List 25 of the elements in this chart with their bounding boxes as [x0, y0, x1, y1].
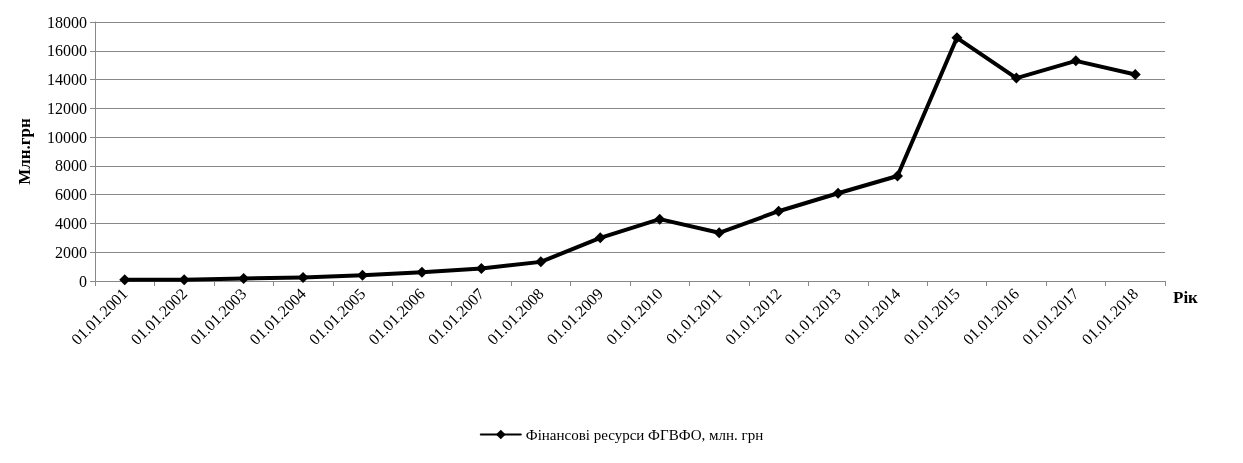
- point: [1070, 55, 1082, 67]
- point: [594, 232, 606, 244]
- y-tick-label: 18000: [47, 13, 87, 31]
- y-tick-label: 16000: [47, 42, 87, 60]
- y-tick-label: 2000: [55, 243, 87, 261]
- y-tick-label: 14000: [47, 71, 87, 89]
- point: [773, 205, 785, 217]
- y-tick-label: 0: [79, 272, 87, 290]
- point: [1129, 69, 1141, 81]
- y-tick-label: 8000: [55, 157, 87, 175]
- x-axis-title: Рік: [1173, 288, 1199, 307]
- legend-label: Фінансові ресурси ФГВФО, млн. грн: [525, 426, 764, 443]
- point: [951, 32, 963, 44]
- point: [1010, 72, 1022, 84]
- point: [654, 213, 666, 225]
- point: [713, 227, 725, 239]
- y-tick-label: 4000: [55, 214, 87, 232]
- point: [535, 256, 547, 268]
- y-tick-label: 12000: [47, 99, 87, 117]
- y-axis-title: Млн.грн: [15, 118, 34, 185]
- point: [892, 170, 903, 182]
- point: [832, 187, 844, 199]
- point: [357, 269, 368, 281]
- y-tick-label: 6000: [55, 186, 87, 204]
- y-tick-label: 10000: [47, 128, 87, 146]
